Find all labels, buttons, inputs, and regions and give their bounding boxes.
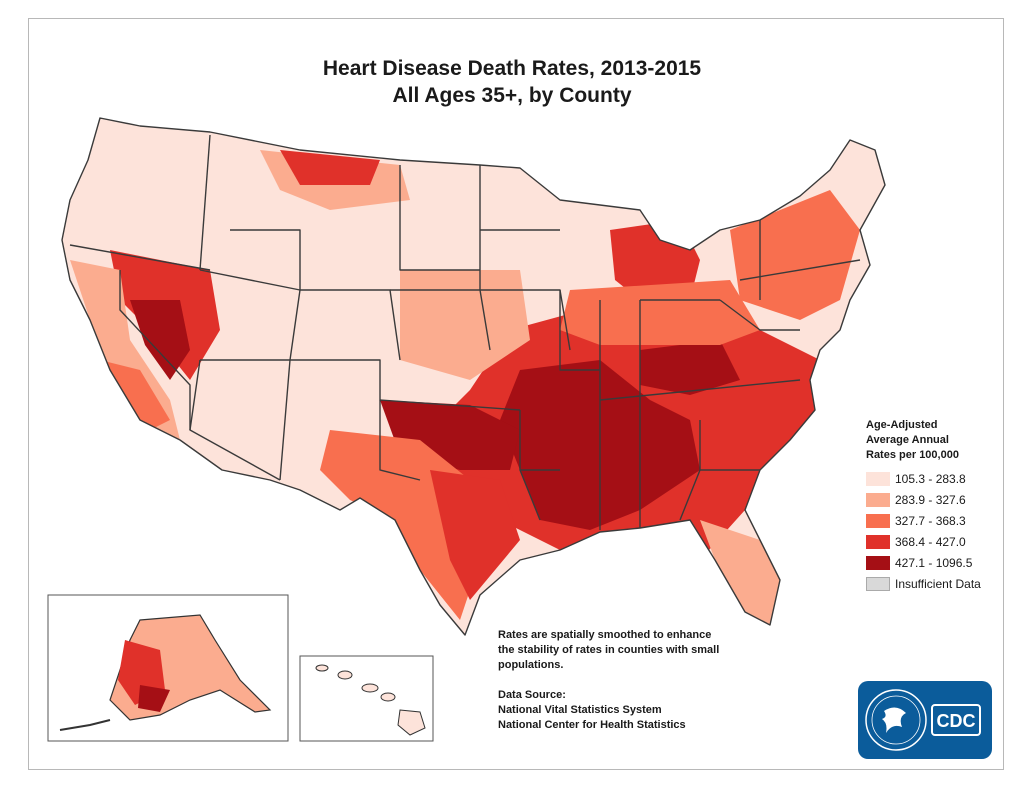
legend-swatch xyxy=(866,471,890,486)
legend-item: 427.1 - 1096.5 xyxy=(866,553,1016,572)
map-subtitle: All Ages 35+, by County xyxy=(392,84,632,107)
legend-item: Insufficient Data xyxy=(866,574,1016,593)
legend-label: 368.4 - 427.0 xyxy=(895,534,966,549)
source-line-2: National Center for Health Statistics xyxy=(498,719,686,731)
cdc-logo-text: CDC xyxy=(937,711,976,731)
county-fills xyxy=(62,118,885,635)
ohio-valley-band xyxy=(560,280,760,345)
source-label: Data Source: xyxy=(498,689,566,701)
legend-title-line-1: Age-Adjusted xyxy=(866,419,938,431)
texas-east-core xyxy=(430,470,520,600)
legend-item: 327.7 - 368.3 xyxy=(866,511,1016,530)
legend-label: 105.3 - 283.8 xyxy=(895,471,966,486)
legend-list: 105.3 - 283.8 283.9 - 327.6 327.7 - 368.… xyxy=(866,469,1016,593)
legend-swatch xyxy=(866,555,890,570)
hawaii-inset xyxy=(299,655,434,742)
legend-item: 368.4 - 427.0 xyxy=(866,532,1016,551)
smoothing-note: Rates are spatially smoothed to enhance … xyxy=(498,628,758,673)
cdc-logo-graphic: CDC xyxy=(865,689,981,751)
map-title: Heart Disease Death Rates, 2013-2015 xyxy=(322,57,702,80)
legend-swatch xyxy=(866,576,890,591)
note-line-2: the stability of rates in counties with … xyxy=(498,644,720,656)
california-south xyxy=(100,360,170,430)
legend-swatch xyxy=(866,492,890,507)
legend-item: 105.3 - 283.8 xyxy=(866,469,1016,488)
nevada-core xyxy=(130,300,190,380)
plains-band xyxy=(400,270,530,380)
note-line-3: populations. xyxy=(498,659,564,671)
data-source: Data Source: National Vital Statistics S… xyxy=(498,688,686,733)
legend-label: 327.7 - 368.3 xyxy=(895,513,966,528)
legend-swatch xyxy=(866,534,890,549)
northwest-band xyxy=(90,140,200,230)
legend-title-line-3: Rates per 100,000 xyxy=(866,449,959,461)
legend-title-line-2: Average Annual xyxy=(866,434,949,446)
montana-east xyxy=(280,150,380,185)
alaska-southwest xyxy=(138,685,170,712)
kentucky-core xyxy=(640,340,740,395)
state-boundaries xyxy=(61,117,886,636)
alaska-inset xyxy=(47,594,289,742)
legend-label: 283.9 - 327.6 xyxy=(895,492,966,507)
legend-label: 427.1 - 1096.5 xyxy=(895,555,973,570)
mountain-band xyxy=(220,220,390,340)
legend-swatch xyxy=(866,513,890,528)
northeast-band xyxy=(730,190,860,320)
legend-item: 283.9 - 327.6 xyxy=(866,490,1016,509)
legend: Age-Adjusted Average Annual Rates per 10… xyxy=(866,418,1016,593)
note-line-1: Rates are spatially smoothed to enhance xyxy=(498,629,712,641)
cdc-logo: CDC xyxy=(858,681,992,759)
florida-band xyxy=(700,520,780,625)
legend-label: Insufficient Data xyxy=(895,576,981,591)
source-line-1: National Vital Statistics System xyxy=(498,704,662,716)
